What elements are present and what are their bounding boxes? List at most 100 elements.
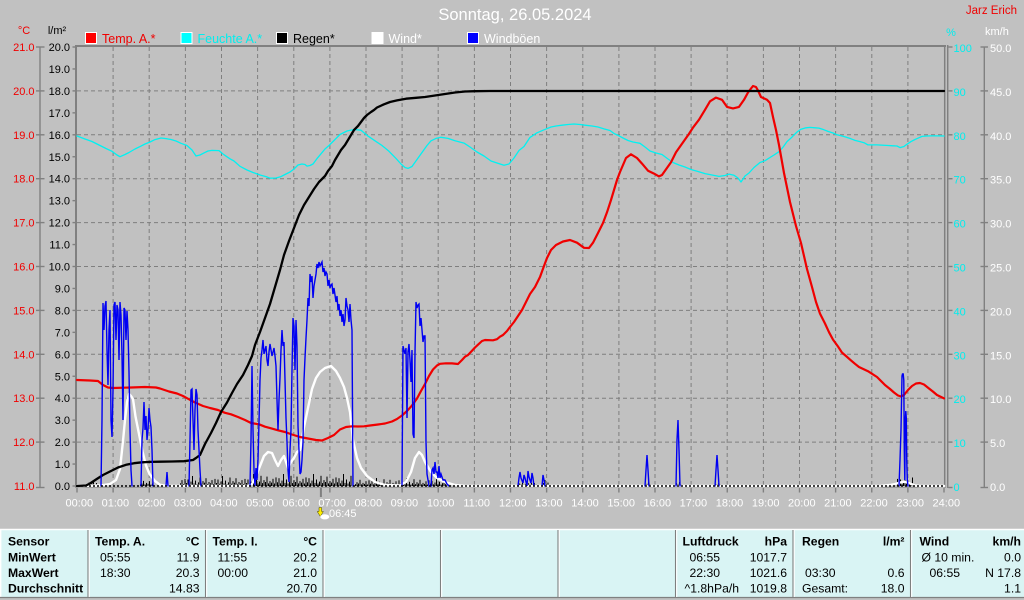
svg-text:18:30: 18:30 bbox=[100, 566, 131, 580]
svg-text:05:00: 05:00 bbox=[246, 498, 274, 510]
svg-text:50: 50 bbox=[954, 263, 966, 275]
svg-text:16.0: 16.0 bbox=[49, 130, 70, 142]
svg-text:14.0: 14.0 bbox=[13, 349, 34, 361]
svg-text:12:00: 12:00 bbox=[499, 498, 527, 510]
svg-text:12.0: 12.0 bbox=[49, 218, 70, 230]
svg-text:hPa: hPa bbox=[765, 535, 788, 549]
svg-text:16.0: 16.0 bbox=[13, 262, 34, 274]
svg-text:1019.8: 1019.8 bbox=[750, 582, 787, 596]
svg-text:^1.8hPa/h: ^1.8hPa/h bbox=[685, 582, 740, 596]
svg-text:Windböen: Windböen bbox=[484, 32, 540, 46]
svg-text:15.0: 15.0 bbox=[49, 152, 70, 164]
svg-text:21.0: 21.0 bbox=[13, 42, 34, 54]
svg-text:Ø 10 min.: Ø 10 min. bbox=[922, 550, 975, 564]
svg-text:06:00: 06:00 bbox=[282, 498, 310, 510]
svg-text:km/h: km/h bbox=[985, 26, 1009, 38]
svg-text:17.0: 17.0 bbox=[13, 218, 34, 230]
svg-text:20: 20 bbox=[954, 394, 966, 406]
svg-text:20.3: 20.3 bbox=[176, 566, 200, 580]
svg-text:Temp. A.: Temp. A. bbox=[95, 535, 145, 549]
svg-text:7.0: 7.0 bbox=[55, 327, 70, 339]
svg-text:18.0: 18.0 bbox=[49, 86, 70, 98]
svg-text:14.0: 14.0 bbox=[49, 174, 70, 186]
svg-text:03:00: 03:00 bbox=[174, 498, 202, 510]
svg-text:11:55: 11:55 bbox=[218, 550, 248, 564]
svg-text:0.0: 0.0 bbox=[1004, 550, 1021, 564]
svg-text:25.0: 25.0 bbox=[990, 263, 1011, 275]
svg-text:21.0: 21.0 bbox=[293, 566, 317, 580]
svg-text:23:00: 23:00 bbox=[896, 498, 924, 510]
svg-text:0.6: 0.6 bbox=[888, 566, 905, 580]
svg-text:17:00: 17:00 bbox=[680, 498, 708, 510]
svg-text:1017.7: 1017.7 bbox=[750, 550, 787, 564]
svg-text:Feuchte A.*: Feuchte A.* bbox=[198, 32, 263, 46]
svg-text:6.0: 6.0 bbox=[55, 349, 70, 361]
svg-text:1.1: 1.1 bbox=[1004, 582, 1021, 596]
svg-text:50.0: 50.0 bbox=[990, 43, 1011, 55]
svg-text:l/m²: l/m² bbox=[48, 25, 67, 37]
svg-text:00:00: 00:00 bbox=[66, 498, 94, 510]
svg-text:13:00: 13:00 bbox=[535, 498, 563, 510]
svg-text:%: % bbox=[946, 27, 956, 39]
svg-text:20.0: 20.0 bbox=[49, 42, 70, 54]
svg-text:06:55: 06:55 bbox=[930, 566, 961, 580]
svg-text:30: 30 bbox=[954, 350, 966, 362]
svg-text:1021.6: 1021.6 bbox=[750, 566, 787, 580]
svg-text:04:00: 04:00 bbox=[210, 498, 238, 510]
svg-text:20:00: 20:00 bbox=[788, 498, 816, 510]
svg-text:11.0: 11.0 bbox=[14, 481, 35, 493]
svg-text:0.0: 0.0 bbox=[990, 482, 1005, 494]
svg-text:8.0: 8.0 bbox=[55, 305, 70, 317]
svg-text:2.0: 2.0 bbox=[55, 437, 70, 449]
svg-text:15.0: 15.0 bbox=[13, 305, 34, 317]
svg-text:13.0: 13.0 bbox=[13, 393, 34, 405]
svg-text:19.0: 19.0 bbox=[49, 64, 70, 76]
svg-text:22:00: 22:00 bbox=[860, 498, 888, 510]
svg-text:06:55: 06:55 bbox=[690, 550, 721, 564]
svg-text:°C: °C bbox=[186, 535, 200, 549]
svg-text:45.0: 45.0 bbox=[990, 87, 1011, 99]
svg-text:14:00: 14:00 bbox=[571, 498, 599, 510]
svg-text:19:00: 19:00 bbox=[752, 498, 780, 510]
svg-text:11.9: 11.9 bbox=[177, 550, 200, 564]
svg-text:80: 80 bbox=[954, 131, 966, 143]
svg-text:1.0: 1.0 bbox=[55, 459, 70, 471]
svg-text:17.0: 17.0 bbox=[49, 108, 70, 120]
svg-text:N 17.8: N 17.8 bbox=[985, 566, 1021, 580]
svg-text:Wind: Wind bbox=[920, 535, 950, 549]
svg-text:°C: °C bbox=[18, 25, 30, 37]
svg-text:Wind*: Wind* bbox=[389, 32, 422, 46]
svg-text:20.0: 20.0 bbox=[13, 86, 34, 98]
svg-text:l/m²: l/m² bbox=[883, 535, 905, 549]
svg-text:14.83: 14.83 bbox=[169, 582, 200, 596]
svg-text:16:00: 16:00 bbox=[644, 498, 672, 510]
svg-text:MaxWert: MaxWert bbox=[8, 566, 59, 580]
svg-text:22:30: 22:30 bbox=[690, 566, 721, 580]
svg-text:10.0: 10.0 bbox=[49, 262, 70, 274]
svg-text:03:30: 03:30 bbox=[805, 566, 836, 580]
svg-text:100: 100 bbox=[954, 43, 972, 55]
svg-text:MinWert: MinWert bbox=[8, 550, 56, 564]
svg-text:Gesamt:: Gesamt: bbox=[802, 582, 848, 596]
svg-text:24:00: 24:00 bbox=[933, 498, 961, 510]
svg-text:0.0: 0.0 bbox=[55, 481, 70, 493]
svg-text:10.0: 10.0 bbox=[990, 394, 1011, 406]
svg-text:Temp. I.: Temp. I. bbox=[213, 535, 258, 549]
svg-text:10:00: 10:00 bbox=[427, 498, 455, 510]
svg-text:12.0: 12.0 bbox=[13, 437, 34, 449]
svg-text:10: 10 bbox=[954, 438, 966, 450]
svg-text:09:00: 09:00 bbox=[391, 498, 419, 510]
svg-text:07:00: 07:00 bbox=[318, 498, 346, 510]
svg-text:Sonntag, 26.05.2024: Sonntag, 26.05.2024 bbox=[438, 6, 591, 24]
svg-text:Temp. A.*: Temp. A.* bbox=[102, 32, 156, 46]
svg-text:90: 90 bbox=[954, 87, 966, 99]
svg-text:15:00: 15:00 bbox=[607, 498, 635, 510]
svg-text:15.0: 15.0 bbox=[990, 350, 1011, 362]
svg-text:11.0: 11.0 bbox=[49, 240, 70, 252]
svg-text:20.2: 20.2 bbox=[293, 550, 317, 564]
svg-text:70: 70 bbox=[954, 175, 966, 187]
svg-text:km/h: km/h bbox=[993, 535, 1021, 549]
svg-text:18:00: 18:00 bbox=[716, 498, 744, 510]
svg-text:Luftdruck: Luftdruck bbox=[683, 535, 739, 549]
svg-text:5.0: 5.0 bbox=[55, 371, 70, 383]
